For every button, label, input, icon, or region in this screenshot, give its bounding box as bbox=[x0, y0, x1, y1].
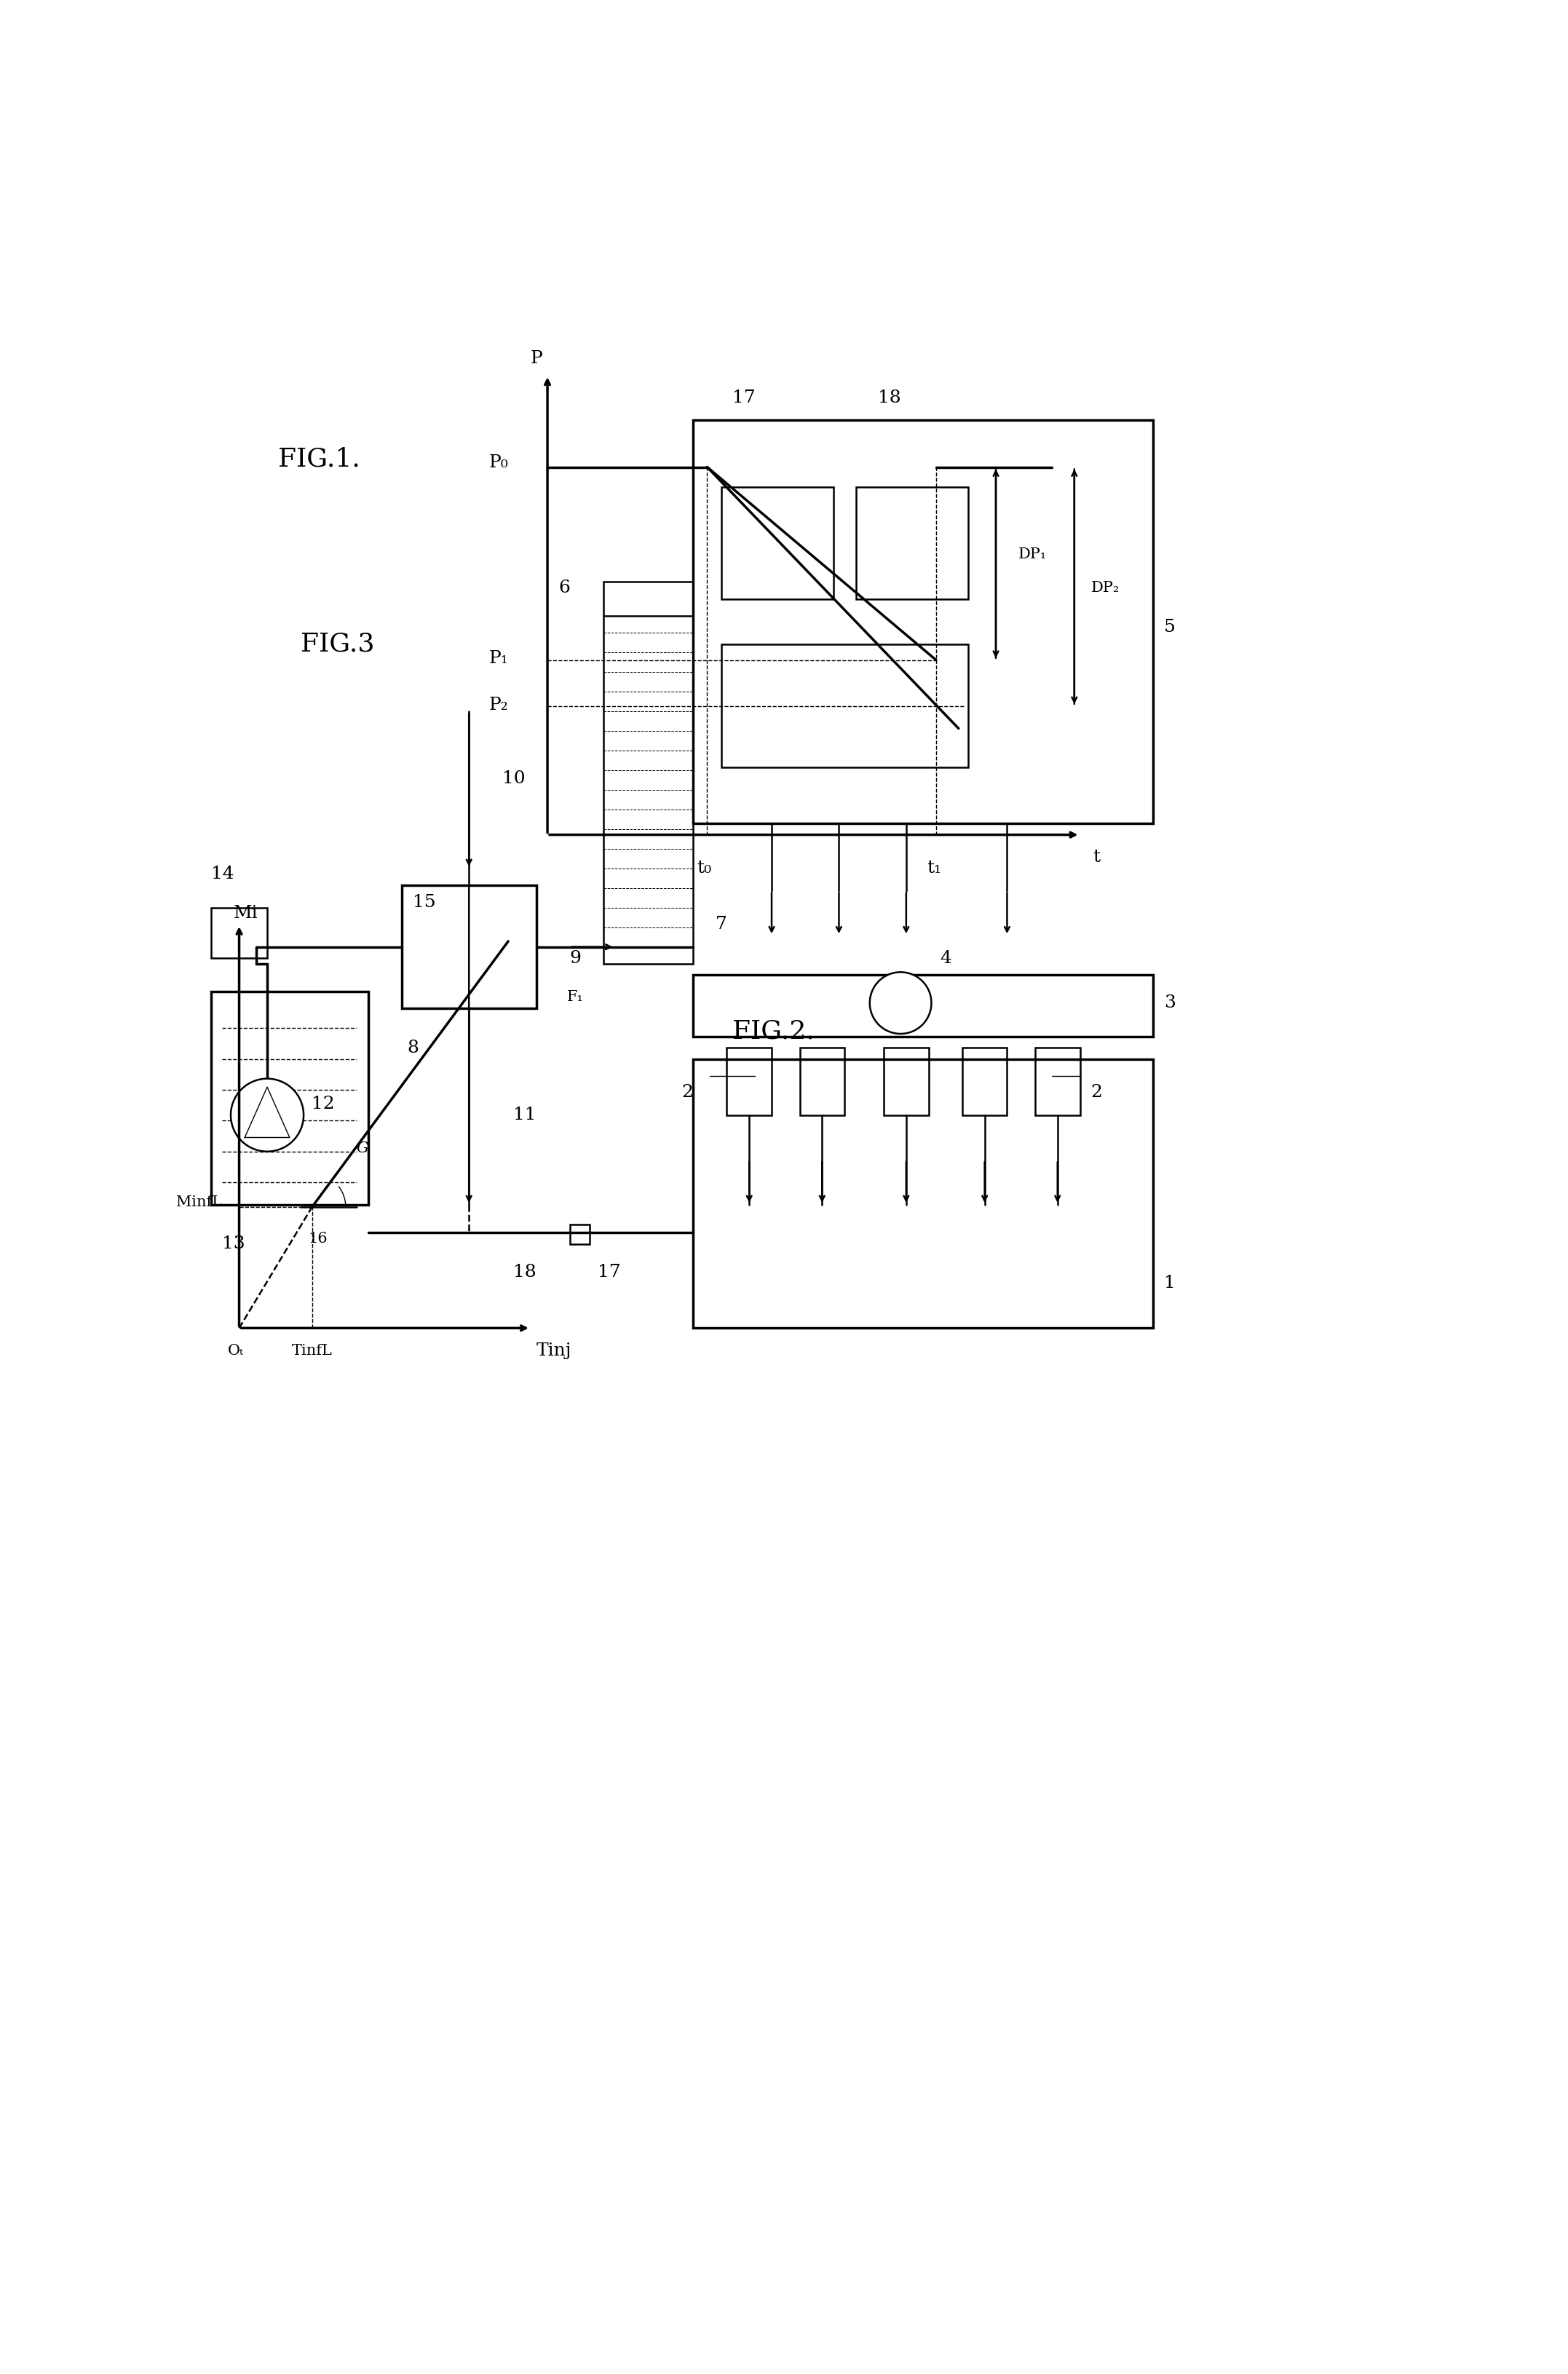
Bar bbox=[963, 1047, 1007, 1116]
Text: 7: 7 bbox=[715, 916, 728, 933]
Text: FIG.3: FIG.3 bbox=[301, 631, 375, 658]
Text: 16: 16 bbox=[307, 1232, 328, 1246]
Text: 5: 5 bbox=[1163, 620, 1176, 636]
Bar bbox=[569, 1225, 590, 1244]
Text: 11: 11 bbox=[514, 1106, 536, 1123]
Text: DP₁: DP₁ bbox=[1018, 548, 1047, 560]
Bar bbox=[721, 487, 833, 598]
Bar bbox=[693, 1059, 1152, 1327]
Text: P₂: P₂ bbox=[489, 698, 508, 715]
Bar bbox=[856, 487, 967, 598]
Text: P₀: P₀ bbox=[489, 453, 508, 470]
Circle shape bbox=[230, 1078, 304, 1151]
Text: 18: 18 bbox=[513, 1263, 536, 1280]
Text: 8: 8 bbox=[408, 1040, 419, 1056]
Text: 17: 17 bbox=[597, 1263, 621, 1280]
Text: 3: 3 bbox=[1163, 995, 1176, 1011]
Text: Mi: Mi bbox=[234, 904, 259, 921]
Text: TinfL: TinfL bbox=[292, 1344, 332, 1358]
Circle shape bbox=[870, 971, 931, 1033]
Bar bbox=[1035, 1047, 1080, 1116]
Text: P₁: P₁ bbox=[489, 650, 508, 667]
Text: P: P bbox=[530, 349, 543, 366]
Text: 1: 1 bbox=[1163, 1275, 1176, 1291]
Bar bbox=[884, 1047, 928, 1116]
Text: F₁: F₁ bbox=[568, 990, 583, 1004]
Text: FIG.2.: FIG.2. bbox=[732, 1018, 815, 1042]
Text: 2: 2 bbox=[682, 1085, 693, 1102]
Text: G: G bbox=[356, 1142, 368, 1156]
Text: 10: 10 bbox=[502, 769, 525, 788]
Text: 9: 9 bbox=[569, 950, 582, 966]
Text: 6: 6 bbox=[558, 579, 571, 596]
Bar bbox=[604, 617, 693, 964]
Text: FIG.1.: FIG.1. bbox=[279, 446, 361, 472]
Text: t₀: t₀ bbox=[698, 859, 712, 876]
Bar bbox=[212, 992, 368, 1204]
Bar bbox=[693, 420, 1152, 824]
Bar bbox=[800, 1047, 845, 1116]
Text: 18: 18 bbox=[878, 389, 902, 406]
Text: t₁: t₁ bbox=[927, 859, 941, 876]
Text: MinfL: MinfL bbox=[176, 1194, 223, 1208]
Bar bbox=[212, 907, 267, 959]
Text: 17: 17 bbox=[732, 389, 756, 406]
Text: 12: 12 bbox=[312, 1094, 334, 1113]
Text: 14: 14 bbox=[210, 867, 234, 883]
Text: Oₜ: Oₜ bbox=[227, 1344, 245, 1358]
Text: DP₂: DP₂ bbox=[1091, 582, 1120, 596]
Text: 2: 2 bbox=[1091, 1085, 1102, 1102]
Bar bbox=[728, 1047, 771, 1116]
Text: Tinj: Tinj bbox=[536, 1341, 572, 1358]
Bar bbox=[693, 976, 1152, 1037]
Text: 13: 13 bbox=[223, 1234, 245, 1253]
Text: 15: 15 bbox=[412, 893, 436, 909]
Text: 4: 4 bbox=[939, 950, 952, 966]
Text: t: t bbox=[1093, 850, 1101, 867]
Bar bbox=[401, 886, 536, 1009]
Bar bbox=[721, 643, 967, 767]
